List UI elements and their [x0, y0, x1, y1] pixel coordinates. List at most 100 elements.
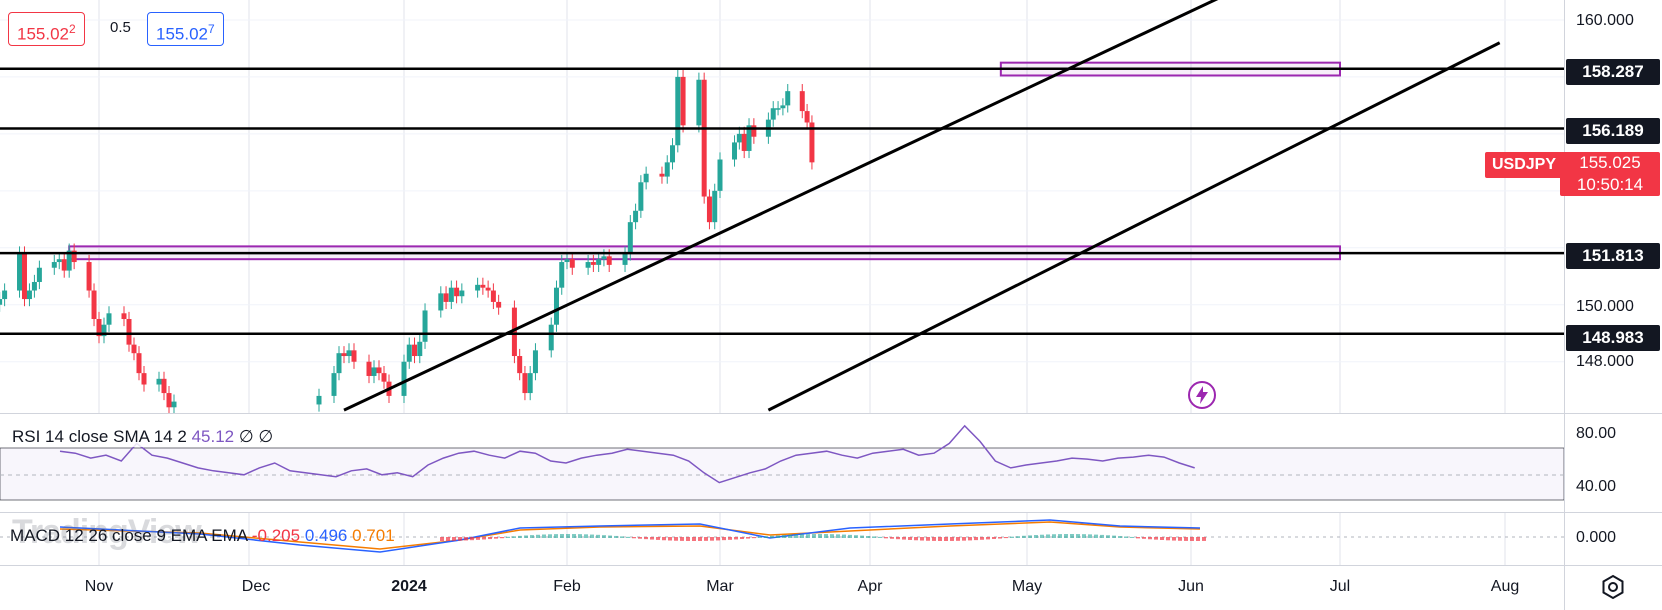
macd-signal-line — [59, 521, 1201, 550]
candle-body — [585, 262, 591, 268]
macd-histogram-bar — [1034, 535, 1038, 538]
macd-histogram-bar — [1010, 536, 1014, 538]
lightning-icon[interactable] — [1187, 380, 1217, 410]
x-tick-label: Jun — [1178, 578, 1204, 595]
candle-body — [606, 256, 612, 265]
last-price: 155.025 — [1579, 153, 1641, 172]
macd-histogram-bar — [902, 537, 906, 540]
macd-histogram-bar — [536, 534, 540, 538]
macd-histogram-bar — [1154, 537, 1158, 540]
trend-channel-line — [343, 0, 1219, 412]
candle-body — [351, 350, 357, 362]
y-tick-label: 148.000 — [1576, 353, 1634, 370]
macd-histogram-bar — [776, 535, 780, 538]
x-tick-label: Nov — [84, 578, 114, 595]
candle-body — [622, 253, 628, 265]
candle-body — [336, 353, 342, 374]
x-tick-label: 2024 — [391, 578, 427, 595]
macd-histogram-bar — [446, 537, 450, 541]
macd-histogram-bar — [512, 536, 516, 538]
candle-body — [56, 259, 62, 263]
candle-body — [401, 361, 407, 396]
macd-histogram-bar — [926, 537, 930, 541]
macd-histogram-bar — [956, 537, 960, 541]
rsi-legend[interactable]: RSI 14 close SMA 14 2 45.12 ∅ ∅ — [10, 427, 276, 447]
macd-legend[interactable]: MACD 12 26 close 9 EMA EMA -0.205 0.496 … — [10, 526, 395, 546]
macd-label: MACD 12 26 close 9 EMA EMA — [10, 526, 248, 545]
macd-value: 0.496 — [304, 526, 348, 545]
candle-body — [751, 125, 757, 137]
candle-body — [371, 367, 377, 376]
bid-price: 155.02 — [17, 24, 69, 44]
macd-histogram-bar — [788, 534, 792, 538]
macd-histogram-bar — [878, 536, 882, 538]
macd-histogram-bar — [914, 537, 918, 541]
horizontal-levels[interactable] — [0, 67, 1564, 335]
candle-body — [480, 284, 486, 288]
macd-histogram-bar — [590, 534, 594, 538]
candle-body — [548, 324, 554, 351]
symbol-tag: USDJPY — [1485, 152, 1564, 178]
candle-body — [496, 301, 502, 308]
x-tick-label: Jul — [1329, 578, 1351, 595]
level-tag-156-189[interactable]: 156.189 — [1566, 118, 1660, 144]
candle-body — [422, 310, 428, 342]
level-tag-151-813[interactable]: 151.813 — [1566, 243, 1660, 269]
rsi-tick-40: 40.00 — [1576, 478, 1617, 495]
level-tag-148-983[interactable]: 148.983 — [1566, 325, 1660, 351]
macd-histogram-bar — [974, 537, 978, 541]
candle-body — [712, 190, 718, 223]
macd-histogram-bar — [728, 537, 732, 540]
macd-histogram-bar — [950, 537, 954, 541]
settings-icon[interactable] — [1600, 574, 1626, 600]
macd-histogram-bar — [1094, 534, 1098, 538]
candlestick-series — [0, 69, 815, 415]
candle-body — [564, 259, 570, 263]
macd-histogram-bar — [530, 535, 534, 538]
macd-histogram-bar — [608, 535, 612, 538]
macd-histogram-bar — [1190, 537, 1194, 541]
candle-body — [71, 250, 77, 263]
macd-histogram-bar — [578, 534, 582, 538]
candle-body — [0, 299, 3, 305]
ask-price-box[interactable]: 155.027 — [147, 12, 224, 46]
candle-body — [101, 324, 107, 337]
macd-histogram-bar — [1040, 534, 1044, 538]
macd-histogram-bar — [872, 536, 876, 538]
x-tick-label: Aug — [1490, 578, 1520, 595]
candle-body — [596, 259, 602, 265]
bid-price-box[interactable]: 155.022 — [8, 12, 85, 46]
candle-body — [785, 91, 791, 106]
macd-pane — [0, 519, 1564, 553]
level-tag-158-287[interactable]: 158.287 — [1566, 59, 1660, 85]
macd-histogram-bar — [944, 537, 948, 541]
macd-histogram-bar — [632, 537, 636, 539]
macd-histogram-bar — [758, 536, 762, 538]
macd-histogram-bar — [794, 534, 798, 538]
candle-body — [511, 307, 517, 357]
candle-body — [26, 290, 32, 300]
macd-histogram-bar — [494, 537, 498, 539]
candle-body — [701, 79, 707, 197]
macd-histogram-bar — [992, 537, 996, 539]
macd-histogram-bar — [812, 534, 816, 538]
candle-body — [136, 353, 142, 374]
candle-body — [31, 281, 37, 291]
macd-histogram-bar — [470, 537, 474, 541]
macd-histogram-bar — [482, 537, 486, 540]
candle-body — [17, 253, 23, 291]
candle-body — [166, 393, 172, 408]
macd-histogram-bar — [1106, 535, 1110, 538]
macd-tick-0: 0.000 — [1576, 529, 1617, 546]
macd-histogram-bar — [848, 534, 852, 538]
rsi-extra-1: ∅ — [238, 427, 254, 446]
candle-body — [799, 91, 805, 112]
macd-histogram-bar — [1148, 537, 1152, 540]
trend-channel[interactable] — [343, 0, 1501, 412]
macd-histogram-bar — [764, 536, 768, 538]
macd-histogram-bar — [650, 537, 654, 540]
macd-histogram-bar — [1172, 537, 1176, 541]
bid-pip: 2 — [69, 22, 76, 36]
macd-histogram-bar — [1166, 537, 1170, 541]
